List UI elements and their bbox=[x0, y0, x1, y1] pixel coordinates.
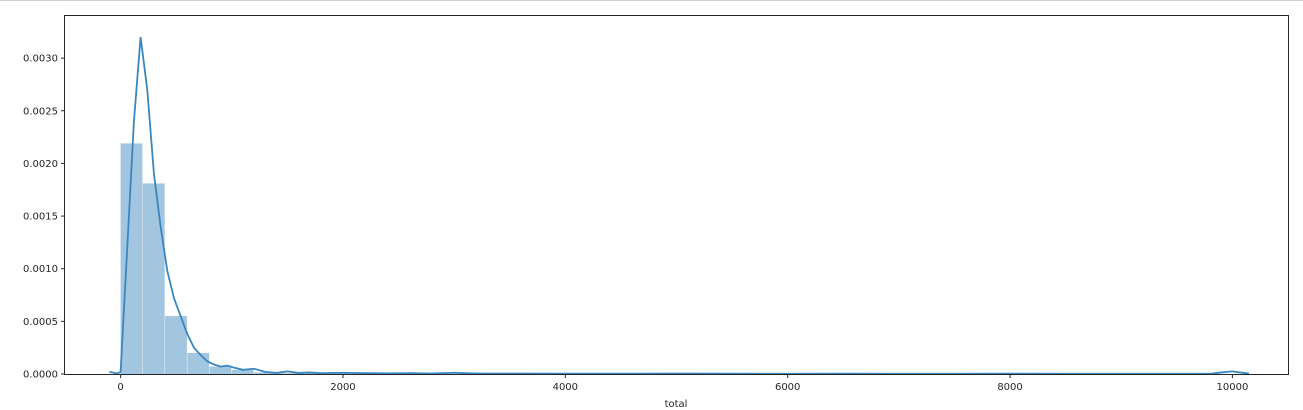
histogram-bar bbox=[142, 183, 165, 374]
y-tick-label: 0.0030 bbox=[23, 54, 58, 65]
x-tick-label: 2000 bbox=[330, 382, 355, 393]
y-axis-ticks: 0.0000 0.0005 0.0010 0.0015 0.0020 0.0025 0.00… bbox=[23, 54, 65, 381]
y-tick-label: 0.0015 bbox=[23, 212, 58, 223]
histogram-bar bbox=[120, 143, 143, 374]
y-tick-label: 0.0010 bbox=[23, 264, 58, 275]
x-tick-label: 10000 bbox=[1217, 382, 1249, 393]
x-tick-label: 0 bbox=[117, 382, 123, 393]
y-tick-label: 0.0000 bbox=[23, 370, 58, 381]
histogram-bar bbox=[254, 372, 276, 374]
histogram-bar bbox=[187, 352, 210, 374]
y-tick-label: 0.0020 bbox=[23, 159, 58, 170]
x-axis-ticks: 0 2000 4000 6000 8000 10000 bbox=[117, 374, 1248, 393]
histogram-bar bbox=[165, 316, 187, 374]
histogram-bar bbox=[231, 369, 254, 374]
histogram-bar bbox=[298, 373, 321, 374]
histogram-bar bbox=[209, 366, 232, 374]
x-axis-title: total bbox=[665, 399, 688, 410]
histogram-bars bbox=[120, 143, 1233, 374]
histogram-bar bbox=[276, 373, 299, 374]
x-tick-label: 6000 bbox=[775, 382, 800, 393]
x-tick-label: 4000 bbox=[553, 382, 578, 393]
kde-line bbox=[109, 36, 1250, 375]
y-tick-label: 0.0005 bbox=[23, 317, 58, 328]
x-tick-label: 8000 bbox=[997, 382, 1022, 393]
y-tick-label: 0.0025 bbox=[23, 106, 58, 117]
cell-top-border bbox=[0, 0, 1303, 1]
plot-frame bbox=[64, 15, 1289, 375]
